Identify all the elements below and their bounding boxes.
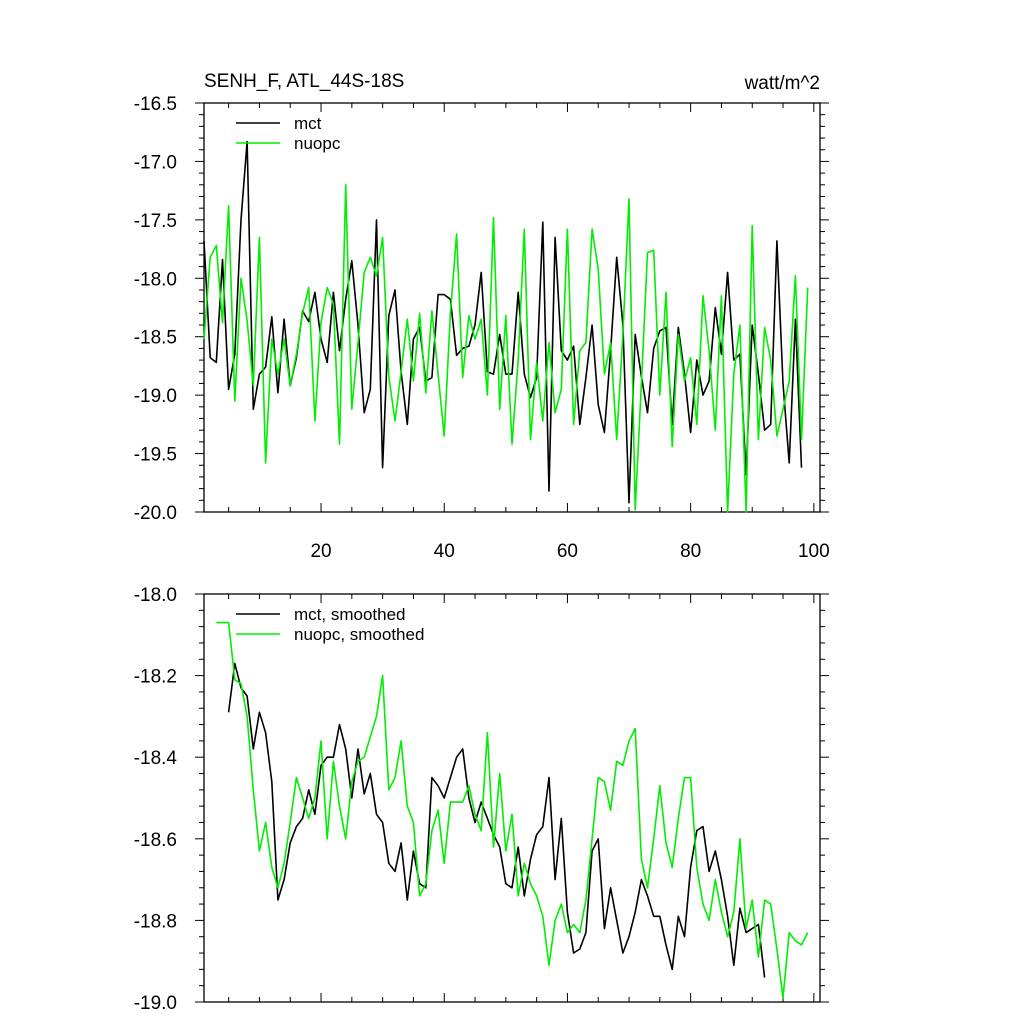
legend-label: nuopc, smoothed <box>294 625 424 644</box>
series-line-nuopc-smoothed <box>216 621 809 999</box>
y-tick-label: -20.0 <box>134 503 177 524</box>
y-tick-label: -18.2 <box>134 667 177 688</box>
legend-label: nuopc <box>294 134 341 153</box>
y-tick-label: -17.0 <box>134 152 177 173</box>
y-tick-label: -18.8 <box>134 911 177 932</box>
units-label: watt/m^2 <box>744 73 820 94</box>
legend-label: mct, smoothed <box>294 605 406 624</box>
series-line-mct <box>203 140 803 504</box>
series-line-nuopc <box>203 184 809 513</box>
x-tick-label: 100 <box>798 541 830 562</box>
x-tick-label: 40 <box>434 541 455 562</box>
y-tick-label: -19.0 <box>134 993 177 1014</box>
y-tick-label: -16.5 <box>134 94 177 115</box>
x-tick-label: 20 <box>310 541 331 562</box>
plot-frame <box>203 593 821 1003</box>
y-tick-label: -17.5 <box>134 211 177 232</box>
plot-frame <box>203 102 821 513</box>
series-line-mct-smoothed <box>227 662 766 978</box>
y-tick-label: -18.4 <box>134 748 178 769</box>
x-tick-label: 60 <box>557 541 578 562</box>
y-tick-label: -18.0 <box>134 585 177 606</box>
panel-1 <box>195 102 829 513</box>
y-tick-label: -18.6 <box>134 830 177 851</box>
x-tick-label: 80 <box>680 541 701 562</box>
legend-label: mct <box>294 114 322 133</box>
panel-2 <box>195 593 829 1003</box>
y-tick-label: -18.5 <box>134 328 177 349</box>
chart-title: SENH_F, ATL_44S-18S <box>204 71 404 92</box>
y-tick-label: -19.5 <box>134 445 177 466</box>
y-tick-label: -18.0 <box>134 269 177 290</box>
y-tick-label: -19.0 <box>134 386 177 407</box>
